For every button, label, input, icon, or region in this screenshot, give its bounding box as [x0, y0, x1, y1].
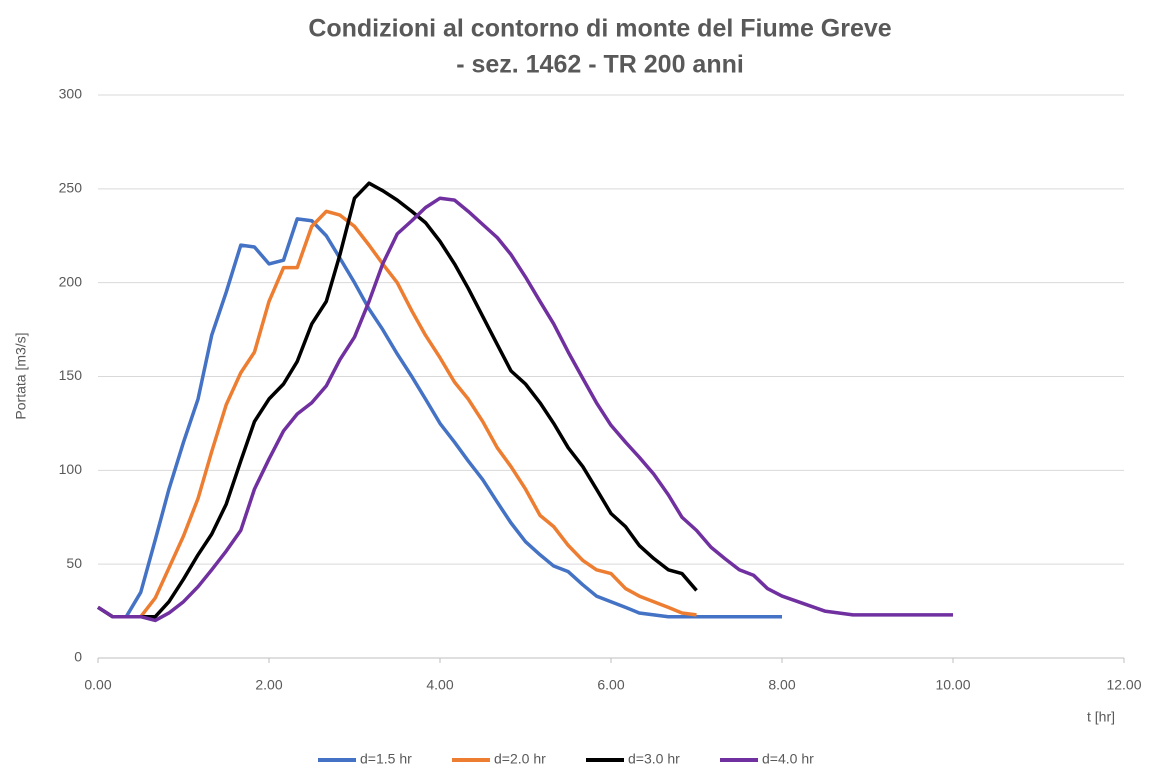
series-line: [97, 181, 698, 619]
legend-label: d=1.5 hr: [360, 751, 412, 767]
chart-title: Condizioni al contorno di monte del Fium…: [308, 15, 891, 43]
x-tick-label: 2.00: [255, 677, 282, 693]
legend-label: d=3.0 hr: [628, 751, 680, 767]
series-line: [97, 196, 953, 623]
x-tick-label: 12.00: [1106, 677, 1141, 693]
y-tick-label: 150: [59, 367, 83, 383]
x-tick-label: 10.00: [935, 677, 970, 693]
legend-label: d=4.0 hr: [762, 751, 814, 767]
y-tick-label: 250: [59, 180, 83, 196]
x-tick-label: 4.00: [426, 677, 453, 693]
x-tick-label: 8.00: [768, 677, 795, 693]
y-axis-label: Portata [m3/s]: [13, 332, 29, 419]
y-tick-label: 0: [74, 649, 82, 665]
series-line: [97, 209, 697, 619]
legend-label: d=2.0 hr: [494, 751, 546, 767]
y-tick-label: 200: [59, 273, 83, 289]
x-tick-label: 6.00: [597, 677, 624, 693]
y-tick-label: 300: [59, 86, 83, 102]
series-line: [97, 217, 782, 619]
chart-title: - sez. 1462 - TR 200 anni: [456, 51, 744, 79]
y-tick-label: 100: [59, 461, 83, 477]
x-axis-label: t [hr]: [1087, 709, 1115, 725]
x-tick-label: 0.00: [84, 677, 111, 693]
y-tick-label: 50: [66, 555, 82, 571]
